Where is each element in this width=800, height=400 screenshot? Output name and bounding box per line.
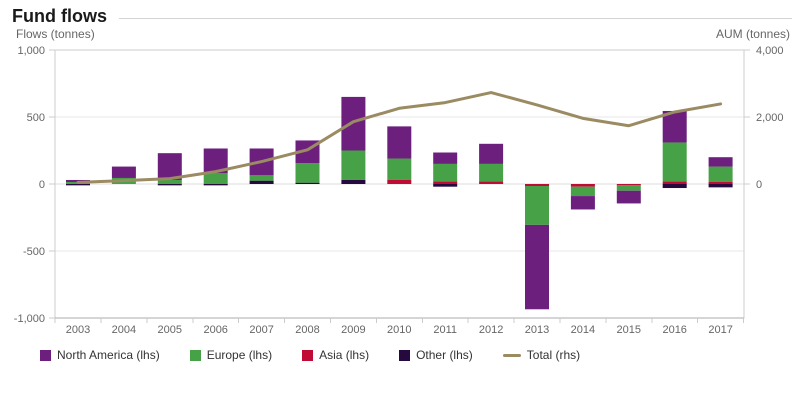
year-label-2009: 2009 [341,324,365,336]
bar-segment-2005-north[interactable] [157,153,182,180]
year-label-2011: 2011 [433,324,457,336]
bar-segment-2007-europe[interactable] [249,175,274,181]
bar-segment-2005-other[interactable] [157,184,182,186]
right-axis-title: AUM (tonnes) [715,27,790,41]
left-tick-label: 0 [39,179,45,191]
year-label-2006: 2006 [203,324,227,336]
year-label-2012: 2012 [479,324,503,336]
bar-segment-2017-europe[interactable] [708,166,733,182]
bar-segment-2004-north[interactable] [111,166,136,178]
bar-segment-2011-other[interactable] [433,184,458,187]
bar-segment-2009-other[interactable] [341,179,366,184]
header-divider [118,17,792,19]
year-label-2010: 2010 [387,324,411,336]
bar-segment-2011-asia[interactable] [433,181,458,184]
bar-segment-2008-other[interactable] [295,182,320,184]
left-tick-label: 500 [27,112,45,124]
year-label-2016: 2016 [662,324,686,336]
bar-segment-2006-europe[interactable] [203,173,228,184]
year-label-2008: 2008 [295,324,319,336]
bar-segment-2016-north[interactable] [662,110,687,143]
legend-swatch-asia-lhs [302,349,314,361]
bar-segment-2016-asia[interactable] [662,181,687,184]
legend-swatch-total-rhs [502,353,521,357]
page-title: Fund flows [12,6,107,26]
year-label-2013: 2013 [525,324,549,336]
year-label-2007: 2007 [249,324,273,336]
right-tick-label: 0 [756,179,762,191]
legend-label-total-rhs: Total (rhs) [526,348,581,362]
total-line[interactable] [76,91,723,184]
left-tick-label: 1,000 [17,45,45,57]
header: Fund flows [12,6,792,28]
bar-segment-2005-europe[interactable] [157,179,182,184]
legend-swatch-other-lhs [399,349,411,361]
year-label-2003: 2003 [66,324,90,336]
bar-segment-2012-north[interactable] [479,143,504,164]
legend-swatch-europe-lhs [189,349,201,361]
year-label-2005: 2005 [158,324,182,336]
bar-segment-2013-europe[interactable] [525,186,549,225]
left-axis-title: Flows (tonnes) [16,27,95,41]
legend-label-europe-lhs: Europe (lhs) [206,348,273,362]
bar-segment-2017-asia[interactable] [708,181,733,184]
bar-segment-2014-asia[interactable] [570,184,595,187]
bar-segment-2012-asia[interactable] [479,181,504,184]
legend-swatch-north-america-lhs [40,349,51,361]
legend-item-other-lhs[interactable]: Other (lhs) [399,348,473,362]
legend-label-other-lhs: Other (lhs) [416,348,473,362]
bar-segment-2014-europe[interactable] [570,186,595,197]
year-label-2014: 2014 [571,324,595,336]
bar-segment-2011-europe[interactable] [433,163,458,182]
legend-item-total-rhs[interactable]: Total (rhs) [502,348,581,362]
bar-segment-2006-other[interactable] [203,184,228,186]
legend-item-north-america-lhs[interactable]: North America (lhs) [40,348,160,362]
axis-titles-row: Flows (tonnes) AUM (tonnes) [16,27,790,41]
left-tick-label: -500 [23,246,45,258]
year-label-2015: 2015 [617,324,641,336]
bar-segment-2015-asia[interactable] [616,184,641,186]
bar-segment-2012-europe[interactable] [479,163,504,182]
bar-segment-2016-europe[interactable] [662,142,687,182]
bar-segment-2007-other[interactable] [249,180,274,184]
bar-segment-2008-europe[interactable] [295,163,320,183]
bar-segment-2010-europe[interactable] [387,158,412,180]
legend-label-north-america-lhs: North America (lhs) [57,348,160,362]
bar-segment-2017-other[interactable] [708,184,733,188]
bar-segment-2016-other[interactable] [662,184,687,189]
bar-segment-2014-north[interactable] [570,196,595,210]
bar-segment-2015-north[interactable] [616,190,641,204]
bar-segment-2010-north[interactable] [387,126,412,159]
legend-item-europe-lhs[interactable]: Europe (lhs) [189,348,273,362]
legend: North America (lhs) Europe (lhs) Asia (lhs… [40,348,580,362]
left-tick-label: -1,000 [14,313,45,325]
year-label-2017: 2017 [708,324,732,336]
bar-segment-2015-europe[interactable] [616,185,641,191]
bar-segment-2013-asia[interactable] [525,184,549,187]
legend-label-asia-lhs: Asia (lhs) [319,348,370,362]
year-label-2004: 2004 [112,324,136,336]
right-tick-label: 2,000 [756,112,784,124]
bar-segment-2009-europe[interactable] [341,150,366,180]
bar-segment-2010-asia[interactable] [387,179,412,184]
bar-segment-2003-other[interactable] [66,184,90,186]
bar-segment-2013-north[interactable] [525,224,549,310]
legend-item-asia-lhs[interactable]: Asia (lhs) [302,348,369,362]
bar-segment-2017-north[interactable] [708,157,733,167]
right-tick-label: 4,000 [756,45,784,57]
bar-segment-2009-north[interactable] [341,96,366,151]
bar-segment-2011-north[interactable] [433,152,458,164]
